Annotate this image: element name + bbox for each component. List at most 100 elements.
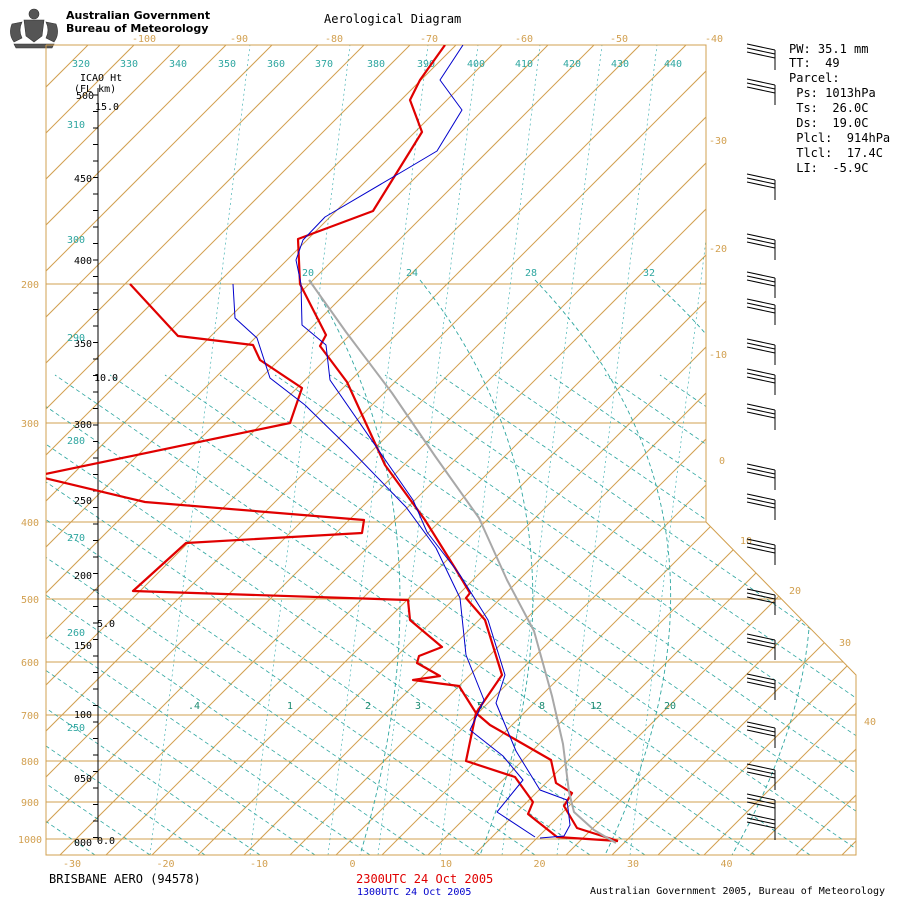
temp-label-bottom: 0 <box>349 859 355 870</box>
isotherm-line <box>46 45 687 855</box>
isotherm-line <box>703 45 856 855</box>
height-label: 000 <box>74 838 92 849</box>
mixing-ratio-label: .4 <box>188 701 200 712</box>
wind-barb <box>746 368 776 395</box>
mixing-ratio-line <box>149 45 251 855</box>
temp-label-top: -100 <box>132 34 156 45</box>
wind-barb-flag <box>746 78 776 86</box>
isotherm-line <box>46 45 319 855</box>
theta-label: 360 <box>267 59 285 70</box>
wind-barb-flag <box>746 821 776 829</box>
dry-adiabat-line <box>46 374 591 855</box>
dry-adiabat-line <box>164 374 856 855</box>
height-label: 0.0 <box>97 836 115 847</box>
wind-barb-flag <box>746 411 776 419</box>
isotherm-line <box>46 45 227 855</box>
temp-label-right: 10 <box>740 536 752 547</box>
height-label: 300 <box>74 420 92 431</box>
temp-label-bottom: 20 <box>533 859 545 870</box>
moist-adiabat-label: 24 <box>406 268 418 279</box>
mixing-ratio-label: 1 <box>287 701 293 712</box>
org-name-line2: Bureau of Meteorology <box>66 22 209 35</box>
mixing-ratio-line <box>327 45 429 855</box>
pressure-label: 400 <box>21 518 39 529</box>
isotherm-line <box>46 45 273 855</box>
pressure-label: 600 <box>21 658 39 669</box>
temp-label-bottom: 30 <box>627 859 639 870</box>
wind-barb-flag <box>746 237 776 245</box>
isotherm-line <box>46 45 457 855</box>
wind-barb-flag <box>746 729 776 737</box>
mixing-ratio-line <box>439 45 541 855</box>
wind-barb-flag <box>746 497 776 505</box>
theta-label: 290 <box>67 333 85 344</box>
temp-label-right: -20 <box>709 244 727 255</box>
wind-barb-flag <box>746 813 776 821</box>
mixing-ratio-label: 20 <box>664 701 676 712</box>
index-ps: Ps: 1013hPa <box>789 86 876 100</box>
wind-barb-flag <box>746 407 776 415</box>
height-label: 150 <box>74 641 92 652</box>
theta-label: 260 <box>67 628 85 639</box>
pressure-label: 300 <box>21 419 39 430</box>
dry-adiabat-line <box>46 374 371 855</box>
wind-barb-flag <box>746 538 776 546</box>
mixing-ratio-label: 2 <box>365 701 371 712</box>
dry-adiabat-line <box>54 374 756 855</box>
isotherm-line <box>46 45 733 855</box>
wind-barb-flag <box>746 403 776 411</box>
temp-label-top: -80 <box>325 34 343 45</box>
wind-barb <box>746 271 776 298</box>
isotherm-line <box>197 45 856 855</box>
height-label: 350 <box>74 339 92 350</box>
wind-barb-flag <box>746 368 776 376</box>
parcel-trace <box>308 279 617 844</box>
theta-label: 430 <box>611 59 629 70</box>
plot-frame <box>45 44 857 856</box>
wind-barb-flag <box>746 493 776 501</box>
wind-barb-flag <box>746 51 776 59</box>
index-plcl: Plcl: 914hPa <box>789 131 891 145</box>
dry-adiabat-line <box>46 374 261 855</box>
mixing-ratio-line <box>377 45 479 855</box>
wind-barb-flag <box>746 173 776 181</box>
theta-label: 390 <box>417 59 435 70</box>
index-tlcl: Tlcl: 17.4C <box>789 146 883 160</box>
temp-label-top: -90 <box>230 34 248 45</box>
dry-adiabat-line <box>109 374 811 855</box>
temp-label-right: 30 <box>839 638 851 649</box>
wind-barb <box>746 793 776 820</box>
wind-barb-flag <box>746 372 776 380</box>
isotherm-line <box>657 45 856 855</box>
wind-barb <box>746 78 776 105</box>
moist-adiabat-label: 32 <box>643 268 655 279</box>
height-label: 100 <box>74 710 92 721</box>
theta-label: 280 <box>67 436 85 447</box>
theta-label: 440 <box>664 59 682 70</box>
wind-barb-flag <box>746 233 776 241</box>
wind-barb-flag <box>746 596 776 604</box>
wind-barb <box>746 813 776 840</box>
dry-adiabat-line <box>824 374 856 855</box>
temperature-trace-1300 <box>295 45 571 839</box>
moist-adiabat-curve <box>651 279 811 855</box>
dry-adiabat-line <box>46 374 426 855</box>
dry-adiabat-line <box>46 374 206 855</box>
wind-barb-flag <box>746 463 776 471</box>
wind-barb-flag <box>746 47 776 55</box>
wind-barb <box>746 173 776 200</box>
dry-adiabat-line <box>46 374 536 855</box>
wind-barb-flag <box>746 298 776 306</box>
temp-label-bottom: -30 <box>63 859 81 870</box>
wind-barb-flag <box>746 721 776 729</box>
wind-barb-flag <box>746 181 776 189</box>
height-label: 10.0 <box>94 373 118 384</box>
isotherm-line <box>611 45 856 855</box>
wind-barb-flag <box>746 271 776 279</box>
wind-barb-flag <box>746 763 776 771</box>
isotherm-line <box>46 45 549 855</box>
isotherm-line <box>0 45 42 855</box>
theta-label: 380 <box>367 59 385 70</box>
wind-barb <box>746 338 776 365</box>
wind-barb-flag <box>746 817 776 825</box>
